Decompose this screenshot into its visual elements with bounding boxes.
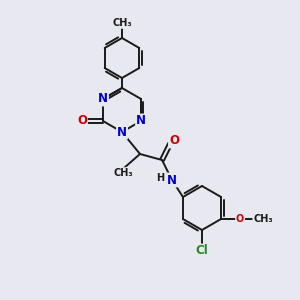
Text: O: O [77, 115, 87, 128]
Text: H: H [156, 173, 164, 183]
Text: O: O [236, 214, 244, 224]
Text: CH₃: CH₃ [253, 214, 273, 224]
Text: O: O [169, 134, 179, 148]
Text: N: N [136, 115, 146, 128]
Text: N: N [167, 173, 177, 187]
Text: Cl: Cl [196, 244, 208, 257]
Text: N: N [117, 125, 127, 139]
Text: N: N [98, 92, 108, 106]
Text: CH₃: CH₃ [112, 18, 132, 28]
Text: CH₃: CH₃ [113, 168, 133, 178]
